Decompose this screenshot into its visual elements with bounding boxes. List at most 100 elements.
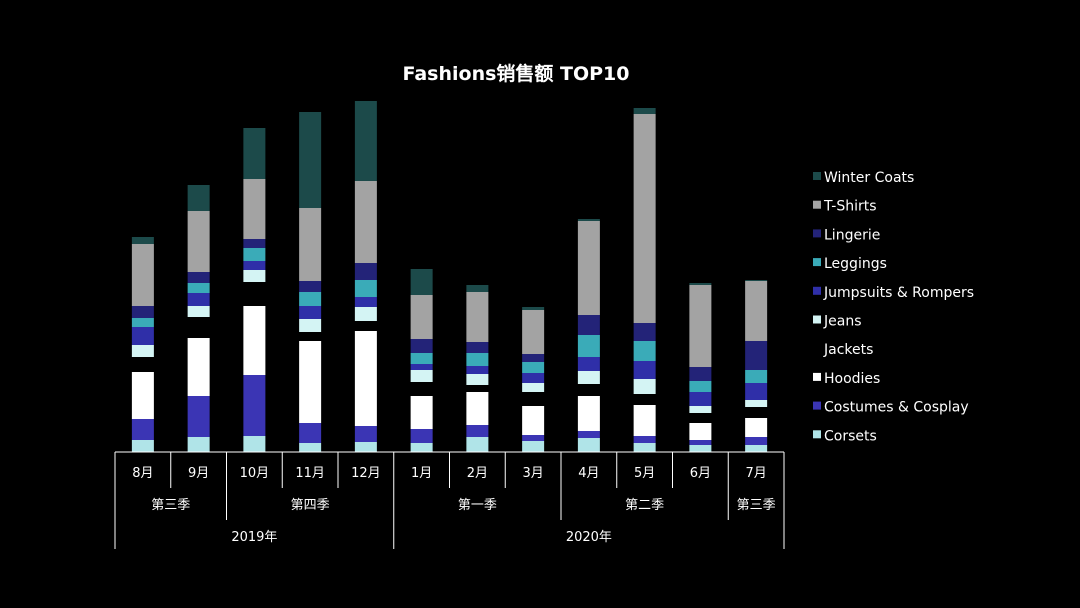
bar-segment-12-4 — [745, 407, 768, 418]
month-tick-label: 12月 — [351, 466, 381, 481]
bar-segment-6-3 — [410, 396, 433, 429]
bar-segment-5-9 — [354, 181, 377, 263]
month-tick-label: 9月 — [188, 466, 209, 481]
bar-segment-4-2 — [299, 423, 322, 443]
bar-segment-7-10 — [466, 285, 489, 292]
bar-segment-9-5 — [577, 371, 600, 384]
bar-segment-8-8 — [522, 354, 545, 362]
bar-segment-1-2 — [131, 419, 154, 440]
bar-segment-6-10 — [410, 269, 433, 295]
bar-segment-2-10 — [187, 185, 210, 211]
bar-segment-3-5 — [243, 270, 266, 282]
bar-segment-4-8 — [299, 281, 322, 292]
bar-segment-1-3 — [131, 372, 154, 419]
bar-segment-11-1 — [689, 445, 712, 452]
bar-segment-10-9 — [633, 114, 656, 323]
bar-segment-6-8 — [410, 339, 433, 353]
bar-segment-6-2 — [410, 429, 433, 443]
bar-segment-6-1 — [410, 443, 433, 452]
bar-segment-11-7 — [689, 381, 712, 392]
bar-segment-10-10 — [633, 108, 656, 114]
bar-segment-12-2 — [745, 437, 768, 445]
bar-segment-12-1 — [745, 445, 768, 452]
bar-segment-11-9 — [689, 285, 712, 367]
bar-segment-3-4 — [243, 282, 266, 306]
bar-segment-10-1 — [633, 443, 656, 452]
bar-segment-1-6 — [131, 327, 154, 345]
bar-segment-4-6 — [299, 306, 322, 319]
quarter-label: 第三季 — [151, 498, 190, 513]
legend-label: Jumpsuits & Rompers — [823, 285, 974, 301]
bars-layer — [131, 101, 768, 452]
bar-segment-7-5 — [466, 374, 489, 385]
month-tick-label: 3月 — [522, 466, 543, 481]
bar-segment-1-4 — [131, 357, 154, 372]
bar-segment-6-4 — [410, 382, 433, 396]
bar-segment-5-10 — [354, 101, 377, 181]
quarter-label: 第三季 — [737, 498, 776, 513]
legend-swatch — [813, 229, 821, 238]
bar-segment-4-3 — [299, 341, 322, 423]
bar-segment-7-6 — [466, 366, 489, 374]
bar-segment-9-10 — [577, 219, 600, 221]
bar-segment-12-3 — [745, 418, 768, 437]
bar-segment-5-3 — [354, 331, 377, 426]
legend-swatch — [813, 344, 821, 353]
legend-label: Winter Coats — [824, 170, 914, 186]
bar-segment-5-5 — [354, 307, 377, 321]
legend-swatch — [813, 200, 821, 209]
bar-segment-8-4 — [522, 392, 545, 406]
bar-segment-8-1 — [522, 441, 545, 452]
bar-segment-8-6 — [522, 373, 545, 383]
month-tick-label: 4月 — [578, 466, 599, 481]
bar-segment-2-3 — [187, 338, 210, 396]
bar-segment-2-8 — [187, 272, 210, 283]
bar-segment-8-3 — [522, 406, 545, 435]
month-tick-label: 11月 — [295, 466, 325, 481]
bar-segment-9-3 — [577, 396, 600, 431]
legend-swatch — [813, 315, 821, 324]
bar-segment-6-9 — [410, 295, 433, 339]
legend-label: Jeans — [823, 314, 862, 330]
bar-segment-3-6 — [243, 261, 266, 270]
bar-segment-4-7 — [299, 292, 322, 306]
bar-segment-6-7 — [410, 353, 433, 364]
bar-segment-8-2 — [522, 435, 545, 441]
bar-segment-2-7 — [187, 283, 210, 293]
bar-segment-12-5 — [745, 400, 768, 407]
legend-label: Costumes & Cosplay — [824, 400, 969, 416]
bar-segment-2-4 — [187, 317, 210, 338]
bar-segment-8-7 — [522, 362, 545, 373]
bar-segment-10-3 — [633, 405, 656, 436]
bar-segment-9-2 — [577, 431, 600, 438]
month-tick-label: 7月 — [745, 466, 766, 481]
legend-swatch — [813, 258, 821, 267]
bar-segment-6-5 — [410, 370, 433, 382]
bar-segment-11-6 — [689, 392, 712, 406]
bar-segment-2-5 — [187, 306, 210, 317]
bar-segment-9-7 — [577, 335, 600, 357]
bar-segment-11-2 — [689, 440, 712, 445]
bar-segment-12-6 — [745, 383, 768, 400]
bar-segment-3-1 — [243, 436, 266, 452]
bar-segment-8-10 — [522, 307, 545, 310]
month-tick-label: 5月 — [634, 466, 655, 481]
bar-segment-7-3 — [466, 392, 489, 425]
legend-swatch — [813, 401, 821, 410]
legend-swatch — [813, 172, 821, 180]
month-tick-label: 1月 — [411, 466, 432, 481]
legend-label: T-Shirts — [823, 199, 877, 215]
bar-segment-10-4 — [633, 394, 656, 405]
bar-segment-9-8 — [577, 315, 600, 335]
bar-segment-7-2 — [466, 425, 489, 437]
legend-swatch — [813, 286, 821, 295]
quarter-label: 第二季 — [625, 498, 664, 513]
bar-segment-10-2 — [633, 436, 656, 443]
month-tick-label: 10月 — [240, 466, 270, 481]
bar-segment-7-9 — [466, 292, 489, 342]
month-tick-label: 8月 — [132, 466, 153, 481]
bar-segment-12-10 — [745, 280, 768, 281]
bar-segment-5-4 — [354, 321, 377, 331]
bar-segment-11-10 — [689, 283, 712, 285]
